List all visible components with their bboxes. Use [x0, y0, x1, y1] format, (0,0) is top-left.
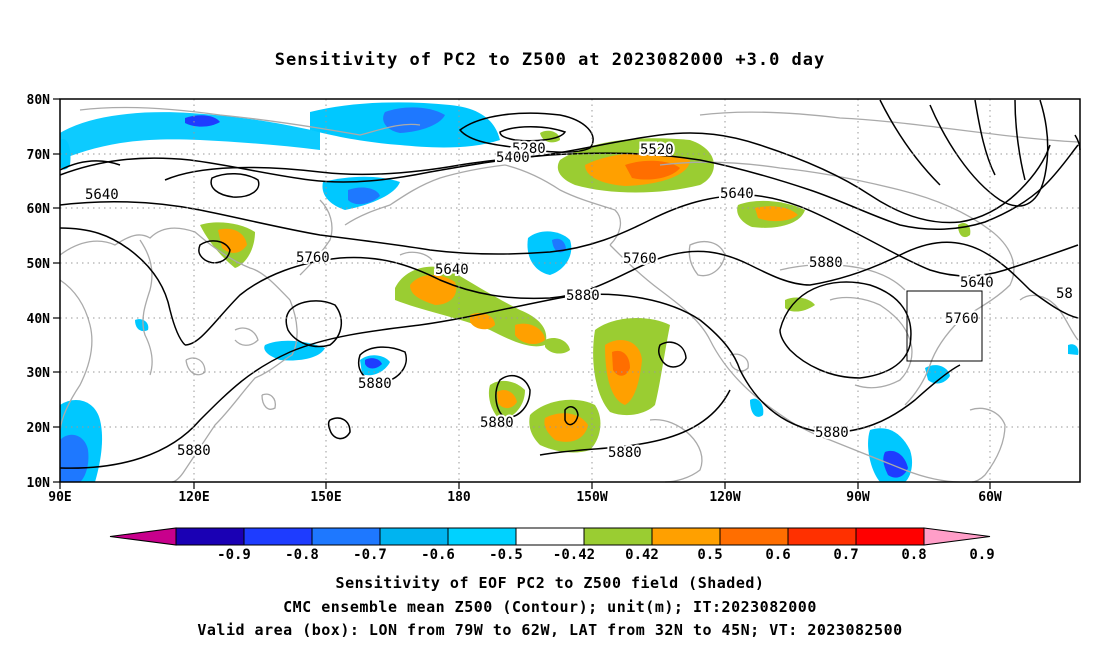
lat-label: 60N — [27, 202, 51, 217]
contour-label: 5880 — [608, 445, 642, 461]
lat-label: 40N — [27, 312, 51, 327]
contour-label: 5640 — [720, 186, 754, 202]
caption-line-1: Sensitivity of EOF PC2 to Z500 field (Sh… — [335, 574, 765, 592]
colorbar-swatch — [175, 527, 245, 546]
lon-label: 120E — [178, 490, 209, 505]
colorbar-swatch — [855, 527, 925, 546]
lat-label: 80N — [27, 93, 51, 108]
colorbar-label: 0.42 — [625, 547, 659, 563]
contour-label: 5520 — [640, 142, 674, 158]
lat-label: 70N — [27, 148, 51, 163]
contour-label: 5280 — [512, 141, 546, 157]
contour-label: 5880 — [358, 376, 392, 392]
colorbar-label: -0.9 — [217, 547, 251, 563]
gridlines — [60, 99, 1080, 482]
figure-title: Sensitivity of PC2 to Z500 at 2023082000… — [274, 50, 826, 70]
lat-label: 30N — [27, 366, 51, 381]
colorbar-extend-high — [923, 527, 991, 546]
contour-label: 5640 — [435, 262, 469, 278]
colorbar-swatch — [651, 527, 721, 546]
lon-label: 60W — [978, 490, 1002, 505]
contour-label: 58 — [1056, 286, 1073, 302]
contour-label: 5760 — [945, 311, 979, 327]
colorbar-label: 0.8 — [901, 547, 926, 563]
colorbar-swatch — [243, 527, 313, 546]
contour-label: 5400 — [496, 150, 530, 166]
colorbar-label: -0.42 — [553, 547, 595, 563]
contour-label: 5760 — [623, 251, 657, 267]
colorbar-label: -0.7 — [353, 547, 387, 563]
valid-area-box — [906, 290, 983, 362]
colorbar-label: -0.8 — [285, 547, 319, 563]
map-frame — [59, 98, 1081, 483]
colorbar-label: 0.6 — [765, 547, 790, 563]
colorbar-extend-low — [109, 527, 177, 546]
longitude-labels: 90E 120E 150E 180 150W 120W 90W 60W — [48, 490, 1002, 505]
contour-label: 5880 — [815, 425, 849, 441]
colorbar-swatch — [379, 527, 449, 546]
colorbar-swatch — [311, 527, 381, 546]
contour-label: 5880 — [566, 288, 600, 304]
z500-contours — [59, 99, 1081, 469]
tick-marks — [53, 98, 991, 489]
caption-line-2: CMC ensemble mean Z500 (Contour); unit(m… — [283, 598, 817, 616]
lon-label: 150E — [310, 490, 341, 505]
contour-label: 5640 — [85, 187, 119, 203]
colorbar: -0.9 -0.8 -0.7 -0.6 -0.5 -0.42 0.42 0.5 0.6 0.7 0.… — [109, 527, 995, 563]
lat-label: 10N — [27, 476, 51, 491]
colorbar-swatch — [719, 527, 789, 546]
positive-sensitivity-shading — [200, 130, 971, 453]
lon-label: 90W — [846, 490, 870, 505]
contour-label: 5640 — [960, 275, 994, 291]
lon-label: 180 — [447, 490, 471, 505]
contour-label: 5760 — [296, 250, 330, 266]
colorbar-label: 0.7 — [833, 547, 858, 563]
lon-label: 90E — [48, 490, 71, 505]
lat-label: 20N — [27, 421, 51, 436]
colorbar-swatch — [583, 527, 653, 546]
lat-label: 50N — [27, 257, 51, 272]
colorbar-swatch — [787, 527, 857, 546]
lon-label: 150W — [576, 490, 607, 505]
colorbar-label: 0.9 — [969, 547, 994, 563]
contour-labels: 5280 5400 5520 5640 5640 5640 5640 5760 … — [83, 139, 1075, 463]
colorbar-swatch — [515, 527, 585, 546]
caption-line-3: Valid area (box): LON from 79W to 62W, L… — [197, 621, 903, 639]
latitude-labels: 80N 70N 60N 50N 40N 30N 20N 10N — [27, 93, 51, 491]
colorbar-label: 0.5 — [697, 547, 722, 563]
colorbar-label: -0.6 — [421, 547, 455, 563]
lon-label: 120W — [709, 490, 740, 505]
colorbar-label: -0.5 — [489, 547, 523, 563]
colorbar-swatch — [447, 527, 517, 546]
contour-label: 5880 — [480, 415, 514, 431]
